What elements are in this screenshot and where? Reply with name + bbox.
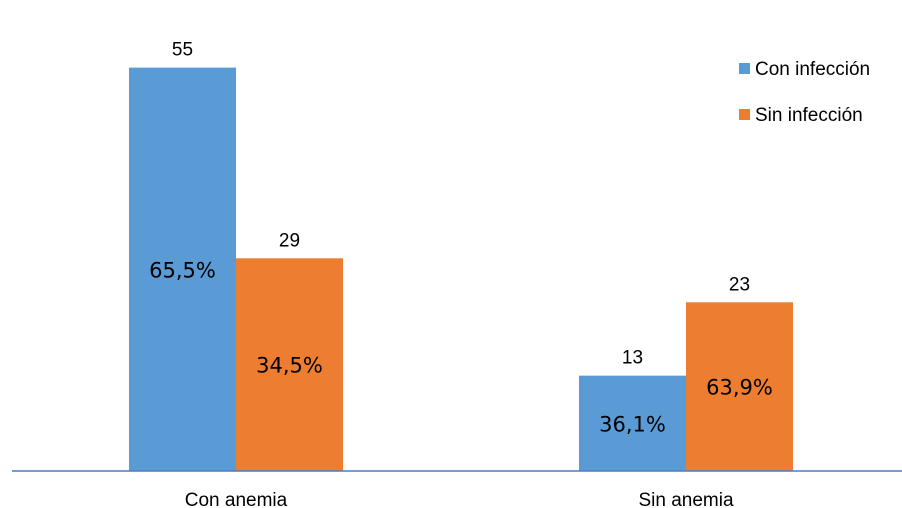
bars-group (129, 67, 793, 472)
data-label-sin-anemia-sin-infeccion: 23 (729, 274, 750, 295)
legend: Con infección Sin infección (739, 59, 870, 126)
data-label-con-anemia-sin-infeccion: 29 (279, 230, 300, 251)
legend-swatch-con-infeccion (739, 63, 750, 74)
legend-label-sin-infeccion: Sin infección (755, 105, 863, 126)
legend-label-con-infeccion: Con infección (755, 59, 870, 80)
percent-label-sin-anemia-sin-infeccion: 63,9% (706, 376, 773, 400)
bar-con-anemia-sin-infeccion (236, 258, 343, 471)
percent-label-sin-anemia-con-infeccion: 36,1% (599, 412, 666, 436)
labels-group: 55 65,5% 29 34,5% 13 36,1% 23 63,9% (149, 40, 773, 437)
bar-sin-anemia-sin-infeccion (686, 302, 793, 471)
bar-con-anemia-con-infeccion (129, 67, 236, 472)
percent-label-con-anemia-sin-infeccion: 34,5% (256, 354, 323, 378)
x-tick-label-sin-anemia: Sin anemia (638, 490, 733, 508)
data-label-sin-anemia-con-infeccion: 13 (622, 348, 643, 369)
bar-sin-anemia-con-infeccion (579, 375, 686, 471)
legend-swatch-sin-infeccion (739, 109, 750, 120)
x-tick-label-con-anemia: Con anemia (185, 490, 288, 508)
data-label-con-anemia-con-infeccion: 55 (172, 40, 193, 61)
percent-label-con-anemia-con-infeccion: 65,5% (149, 258, 216, 282)
